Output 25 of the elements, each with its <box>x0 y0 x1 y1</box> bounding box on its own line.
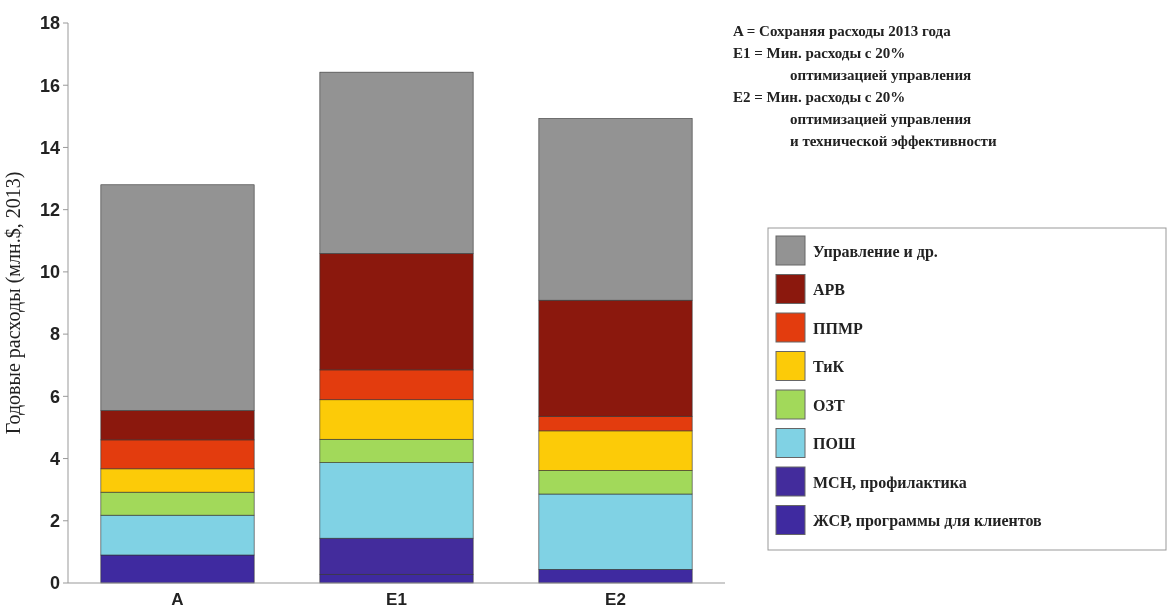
y-tick-label: 18 <box>39 13 60 34</box>
legend-label: ОЗТ <box>813 396 845 414</box>
x-tick-label: A <box>171 590 184 609</box>
y-tick-label: 16 <box>39 75 60 96</box>
x-tick-label: E2 <box>605 590 626 609</box>
y-tick-label: 8 <box>49 324 60 345</box>
legend-label: Управление и др. <box>813 242 938 261</box>
y-tick-label: 2 <box>49 511 60 532</box>
text: A = Сохраняя расходы 2013 года <box>733 23 952 39</box>
y-tick-label: 12 <box>39 199 60 220</box>
y-tick-label: 6 <box>49 386 60 407</box>
y-tick-label: 4 <box>49 448 60 469</box>
y-tick-label: 0 <box>49 573 60 594</box>
text: E2 = Мин. расходы с 20% оптимизацией управления и технической эффективности <box>733 89 997 149</box>
legend-label: АРВ <box>813 281 846 299</box>
text: E1 = Мин. расходы с 20% оптимизацией управления <box>733 45 972 83</box>
legend-label: ТиК <box>813 358 845 376</box>
legend-label: ПОШ <box>813 435 856 453</box>
y-tick-label: 14 <box>39 137 60 158</box>
legend-label: ППМР <box>813 319 863 337</box>
legend-label: ЖСР, программы для клиентов <box>813 512 1043 531</box>
y-tick-label: 10 <box>39 262 60 283</box>
y-axis-title: Годовые расходы (млн.$, 2013) <box>2 171 25 435</box>
x-tick-label: E1 <box>386 590 407 609</box>
legend-label: МСН, профилактика <box>813 473 967 492</box>
